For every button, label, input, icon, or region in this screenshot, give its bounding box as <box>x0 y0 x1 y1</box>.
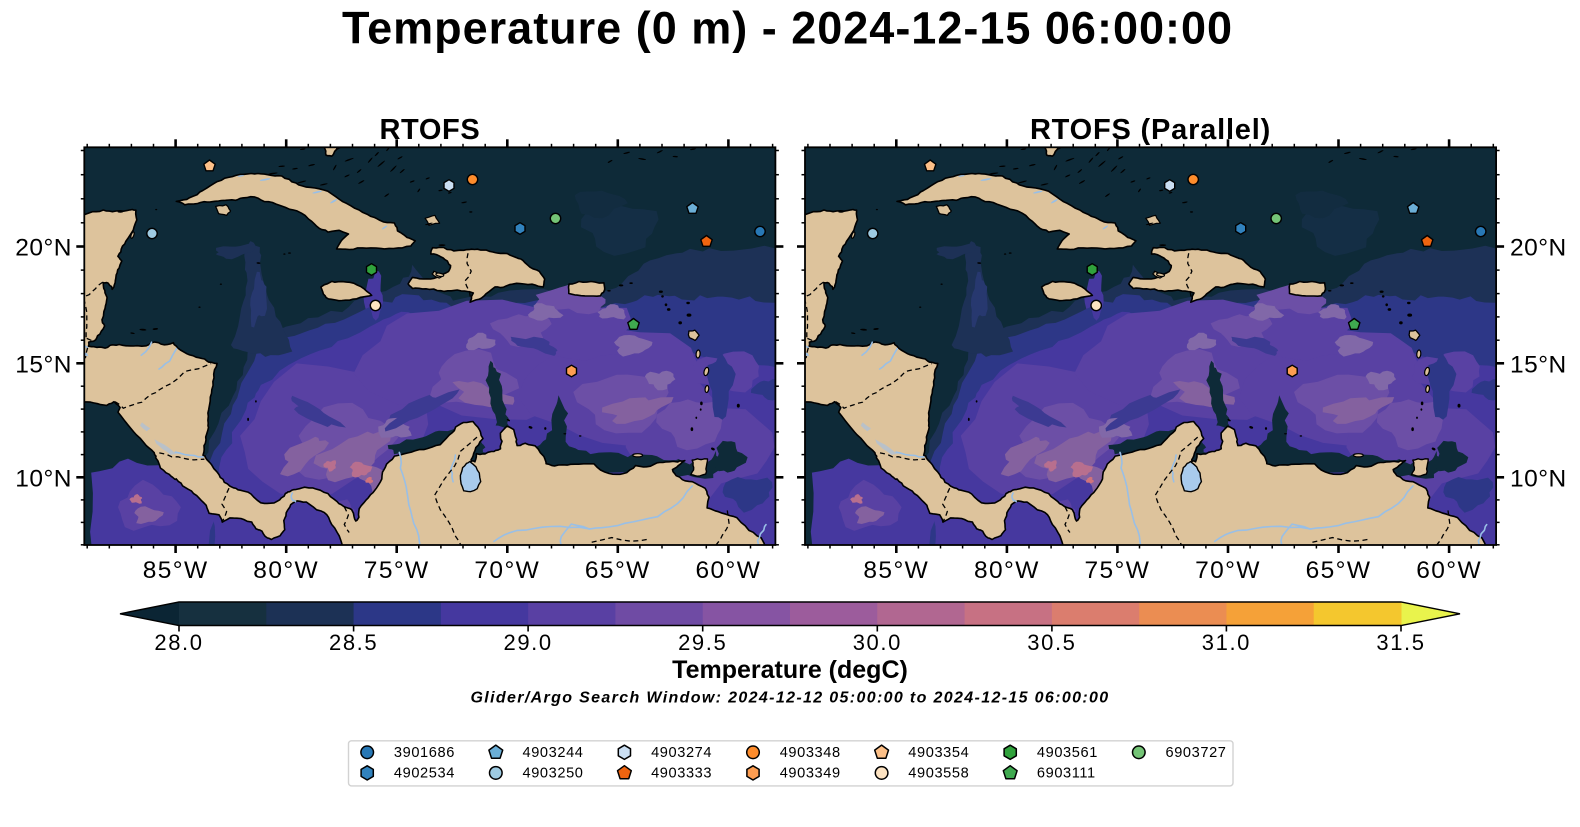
svg-text:4903349: 4903349 <box>780 766 841 782</box>
svg-text:6903111: 6903111 <box>1037 766 1096 782</box>
svg-text:15°N: 15°N <box>1510 351 1567 378</box>
svg-text:85°W: 85°W <box>863 557 929 584</box>
svg-text:4903333: 4903333 <box>651 766 712 782</box>
svg-text:28.0: 28.0 <box>154 630 203 655</box>
svg-text:3901686: 3901686 <box>394 745 455 761</box>
svg-text:15°N: 15°N <box>15 351 72 378</box>
svg-text:29.0: 29.0 <box>503 630 552 655</box>
svg-text:4903561: 4903561 <box>1037 745 1098 761</box>
svg-text:60°W: 60°W <box>1416 557 1482 584</box>
svg-text:31.0: 31.0 <box>1202 630 1251 655</box>
svg-text:75°W: 75°W <box>364 557 430 584</box>
svg-text:20°N: 20°N <box>1510 235 1567 262</box>
svg-text:RTOFS (Parallel): RTOFS (Parallel) <box>1030 114 1271 146</box>
svg-text:10°N: 10°N <box>1510 465 1567 492</box>
svg-text:4903354: 4903354 <box>908 745 969 761</box>
svg-text:4903348: 4903348 <box>780 745 841 761</box>
svg-text:28.5: 28.5 <box>329 630 378 655</box>
svg-text:10°N: 10°N <box>15 465 72 492</box>
svg-text:4902534: 4902534 <box>394 766 455 782</box>
svg-text:Temperature (0 m) - 2024-12-15: Temperature (0 m) - 2024-12-15 06:00:00 <box>342 3 1233 54</box>
svg-text:30.0: 30.0 <box>853 630 902 655</box>
svg-text:Glider/Argo Search Window: 202: Glider/Argo Search Window: 2024-12-12 05… <box>470 690 1109 707</box>
svg-text:Temperature (degC): Temperature (degC) <box>672 656 908 684</box>
svg-text:80°W: 80°W <box>974 557 1040 584</box>
svg-text:60°W: 60°W <box>696 557 762 584</box>
svg-text:75°W: 75°W <box>1085 557 1151 584</box>
svg-text:30.5: 30.5 <box>1027 630 1076 655</box>
svg-text:31.5: 31.5 <box>1376 630 1425 655</box>
svg-text:4903558: 4903558 <box>908 766 969 782</box>
svg-text:70°W: 70°W <box>1195 557 1261 584</box>
svg-text:65°W: 65°W <box>1306 557 1372 584</box>
svg-text:20°N: 20°N <box>15 235 72 262</box>
svg-text:RTOFS: RTOFS <box>380 114 481 146</box>
svg-text:70°W: 70°W <box>474 557 540 584</box>
svg-text:85°W: 85°W <box>143 557 209 584</box>
svg-text:80°W: 80°W <box>253 557 319 584</box>
svg-text:4903244: 4903244 <box>523 745 584 761</box>
svg-text:29.5: 29.5 <box>678 630 727 655</box>
svg-text:6903727: 6903727 <box>1166 745 1227 761</box>
svg-text:65°W: 65°W <box>585 557 651 584</box>
svg-text:4903250: 4903250 <box>523 766 584 782</box>
svg-text:4903274: 4903274 <box>651 745 712 761</box>
